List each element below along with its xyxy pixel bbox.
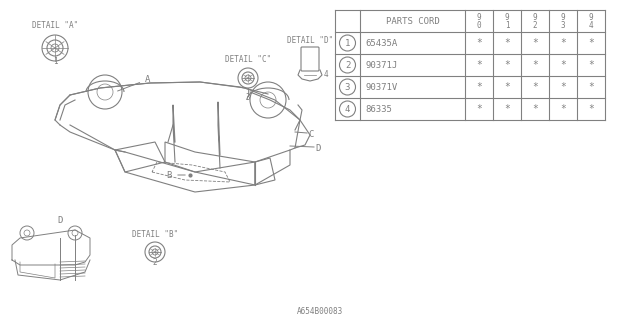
- Text: 4: 4: [345, 105, 350, 114]
- Text: *: *: [504, 82, 510, 92]
- Text: D: D: [58, 216, 63, 225]
- Text: *: *: [476, 60, 482, 70]
- Text: *: *: [476, 38, 482, 48]
- Text: 86335: 86335: [365, 105, 392, 114]
- Text: DETAIL "D": DETAIL "D": [287, 36, 333, 45]
- Text: 90371V: 90371V: [365, 83, 397, 92]
- Text: 9: 9: [561, 12, 565, 21]
- Text: *: *: [588, 38, 594, 48]
- Text: 9: 9: [532, 12, 538, 21]
- Text: DETAIL "A": DETAIL "A": [32, 21, 78, 30]
- Text: *: *: [560, 60, 566, 70]
- Text: *: *: [560, 104, 566, 114]
- Text: *: *: [560, 38, 566, 48]
- Text: A: A: [118, 75, 150, 91]
- Text: 2: 2: [532, 20, 538, 29]
- Text: *: *: [532, 60, 538, 70]
- Text: *: *: [560, 82, 566, 92]
- Text: B: B: [166, 171, 172, 180]
- Text: *: *: [504, 104, 510, 114]
- Text: A654B00083: A654B00083: [297, 307, 343, 316]
- Text: PARTS CORD: PARTS CORD: [386, 17, 440, 26]
- Text: C: C: [308, 130, 314, 139]
- Text: *: *: [504, 38, 510, 48]
- Text: 3: 3: [561, 20, 565, 29]
- Text: 3: 3: [246, 93, 250, 102]
- Text: 90371J: 90371J: [365, 60, 397, 69]
- Text: 1: 1: [345, 38, 350, 47]
- Text: DETAIL "B": DETAIL "B": [132, 230, 178, 239]
- Text: 4: 4: [324, 70, 328, 79]
- Text: 1: 1: [52, 57, 58, 66]
- Text: 2: 2: [153, 258, 157, 267]
- Text: 9: 9: [589, 12, 593, 21]
- Text: *: *: [588, 104, 594, 114]
- Text: DETAIL "C": DETAIL "C": [225, 55, 271, 64]
- Text: *: *: [532, 82, 538, 92]
- Text: D: D: [315, 143, 321, 153]
- Text: *: *: [588, 60, 594, 70]
- Text: 9: 9: [505, 12, 509, 21]
- Text: 4: 4: [589, 20, 593, 29]
- Text: 9: 9: [477, 12, 481, 21]
- Text: *: *: [532, 38, 538, 48]
- Text: 0: 0: [477, 20, 481, 29]
- Text: *: *: [476, 82, 482, 92]
- Text: 1: 1: [505, 20, 509, 29]
- Text: *: *: [504, 60, 510, 70]
- Text: *: *: [532, 104, 538, 114]
- Text: 3: 3: [345, 83, 350, 92]
- Text: *: *: [588, 82, 594, 92]
- Text: 2: 2: [345, 60, 350, 69]
- Text: 65435A: 65435A: [365, 38, 397, 47]
- Text: *: *: [476, 104, 482, 114]
